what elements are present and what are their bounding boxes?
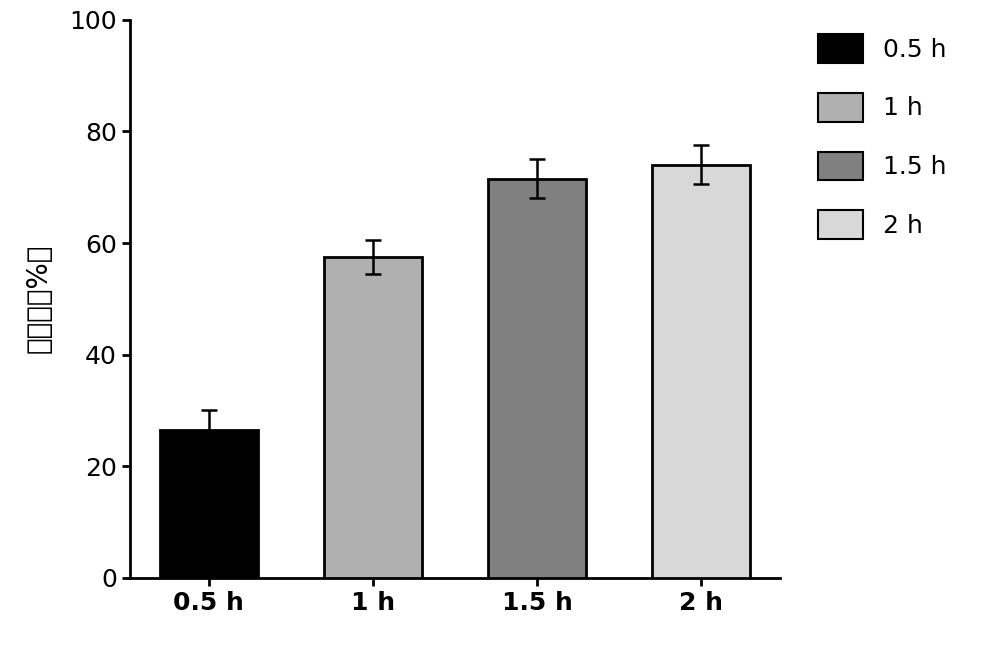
Legend: 0.5 h, 1 h, 1.5 h, 2 h: 0.5 h, 1 h, 1.5 h, 2 h xyxy=(806,21,959,252)
Y-axis label: 消化率（%）: 消化率（%） xyxy=(25,244,53,353)
Bar xyxy=(488,179,586,578)
Bar xyxy=(324,257,422,578)
Bar xyxy=(160,430,258,578)
Bar xyxy=(652,165,750,578)
